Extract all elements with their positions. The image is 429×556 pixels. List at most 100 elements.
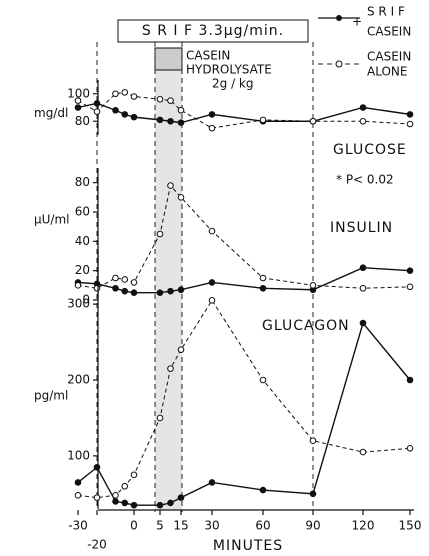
data-point bbox=[156, 414, 164, 422]
x-tick-label: 90 bbox=[305, 519, 320, 533]
y-axis-label: pg/ml bbox=[34, 388, 68, 402]
data-point bbox=[406, 376, 414, 384]
data-point bbox=[359, 264, 367, 272]
casein-label: 2g / kg bbox=[212, 77, 254, 91]
data-point bbox=[93, 284, 101, 292]
data-point bbox=[259, 486, 267, 494]
x-tick-label: -30 bbox=[68, 519, 88, 533]
data-point bbox=[359, 448, 367, 456]
srif-box bbox=[117, 19, 309, 43]
data-point bbox=[406, 444, 414, 452]
data-point bbox=[130, 289, 138, 296]
data-point bbox=[156, 116, 164, 124]
data-point bbox=[112, 284, 119, 292]
legend-label: CASEIN bbox=[367, 25, 411, 39]
x-tick-label: 0 bbox=[130, 519, 138, 533]
data-point bbox=[112, 492, 119, 499]
y-tick-label: 40 bbox=[75, 234, 90, 248]
data-point bbox=[406, 120, 414, 128]
data-point bbox=[93, 463, 101, 471]
data-point bbox=[208, 124, 216, 132]
data-point bbox=[208, 227, 216, 235]
legend-label: ALONE bbox=[367, 65, 407, 79]
data-point bbox=[177, 106, 185, 114]
data-point bbox=[406, 283, 414, 291]
y-axis-label: mg/dl bbox=[34, 106, 68, 120]
data-point bbox=[406, 111, 414, 118]
series-line bbox=[77, 299, 411, 499]
series-line bbox=[77, 184, 411, 289]
legend-label: + bbox=[352, 15, 362, 29]
x-tick-label: 60 bbox=[255, 519, 270, 533]
y-tick-label: 80 bbox=[75, 114, 90, 128]
data-point bbox=[167, 287, 174, 295]
data-point bbox=[74, 104, 82, 111]
y-tick-label: 200 bbox=[67, 373, 90, 387]
legend-marker bbox=[336, 15, 342, 21]
data-point bbox=[177, 494, 185, 501]
x-tick-label: 15 bbox=[173, 519, 188, 533]
data-point bbox=[121, 276, 129, 283]
y-tick-label: 60 bbox=[75, 205, 90, 219]
data-point bbox=[177, 346, 185, 353]
data-point bbox=[208, 297, 216, 304]
data-point bbox=[93, 494, 101, 501]
data-point bbox=[93, 100, 101, 107]
data-point bbox=[208, 479, 216, 486]
x-tick-label: 30 bbox=[204, 519, 219, 533]
data-point bbox=[121, 111, 129, 118]
y-tick-label: 300 bbox=[67, 297, 90, 311]
data-point bbox=[406, 267, 414, 274]
data-point bbox=[74, 97, 82, 104]
panel-title: INSULIN bbox=[330, 220, 393, 236]
data-point bbox=[156, 289, 164, 296]
data-point bbox=[112, 106, 119, 114]
data-point bbox=[130, 93, 138, 100]
x-axis-label: MINUTES bbox=[213, 538, 283, 554]
y-tick-label: 100 bbox=[67, 86, 90, 100]
data-point bbox=[93, 108, 101, 115]
data-point bbox=[121, 89, 129, 96]
data-point bbox=[130, 471, 138, 479]
y-tick-label: 100 bbox=[67, 448, 90, 462]
x-tick-label: 150 bbox=[399, 519, 422, 533]
data-point bbox=[121, 499, 129, 507]
data-point bbox=[112, 274, 119, 282]
panel-title: GLUCOSE bbox=[333, 142, 407, 158]
casein-box bbox=[154, 47, 183, 71]
panel-title: GLUCAGON bbox=[262, 318, 350, 334]
data-point bbox=[130, 113, 138, 121]
x-tick-label: -20 bbox=[87, 538, 107, 552]
data-point bbox=[74, 492, 82, 499]
data-point bbox=[359, 104, 367, 111]
data-point bbox=[112, 90, 119, 98]
srif-label: S R I F 3.3µg/min. bbox=[142, 23, 284, 39]
significance-note: * P< 0.02 bbox=[336, 173, 394, 187]
y-axis-label: µU/ml bbox=[34, 213, 69, 227]
data-point bbox=[259, 274, 267, 282]
casein-label: CASEIN bbox=[186, 49, 230, 63]
data-point bbox=[156, 95, 164, 103]
data-point bbox=[177, 194, 185, 201]
data-point bbox=[359, 284, 367, 292]
data-point bbox=[208, 111, 216, 118]
data-point bbox=[309, 282, 317, 289]
data-point bbox=[309, 490, 317, 498]
y-tick-label: 80 bbox=[75, 175, 90, 189]
data-point bbox=[121, 287, 129, 295]
y-tick-label: 20 bbox=[75, 263, 90, 277]
casein-shading bbox=[155, 48, 182, 510]
data-point bbox=[130, 279, 138, 286]
data-point bbox=[167, 499, 174, 507]
data-point bbox=[208, 279, 216, 286]
data-point bbox=[156, 501, 164, 509]
x-tick-label: 120 bbox=[352, 519, 375, 533]
data-point bbox=[259, 284, 267, 292]
data-point bbox=[112, 498, 119, 505]
data-point bbox=[309, 437, 317, 445]
data-point bbox=[74, 479, 82, 486]
data-point bbox=[167, 117, 174, 125]
data-point bbox=[167, 182, 174, 189]
legend-marker bbox=[335, 60, 343, 68]
